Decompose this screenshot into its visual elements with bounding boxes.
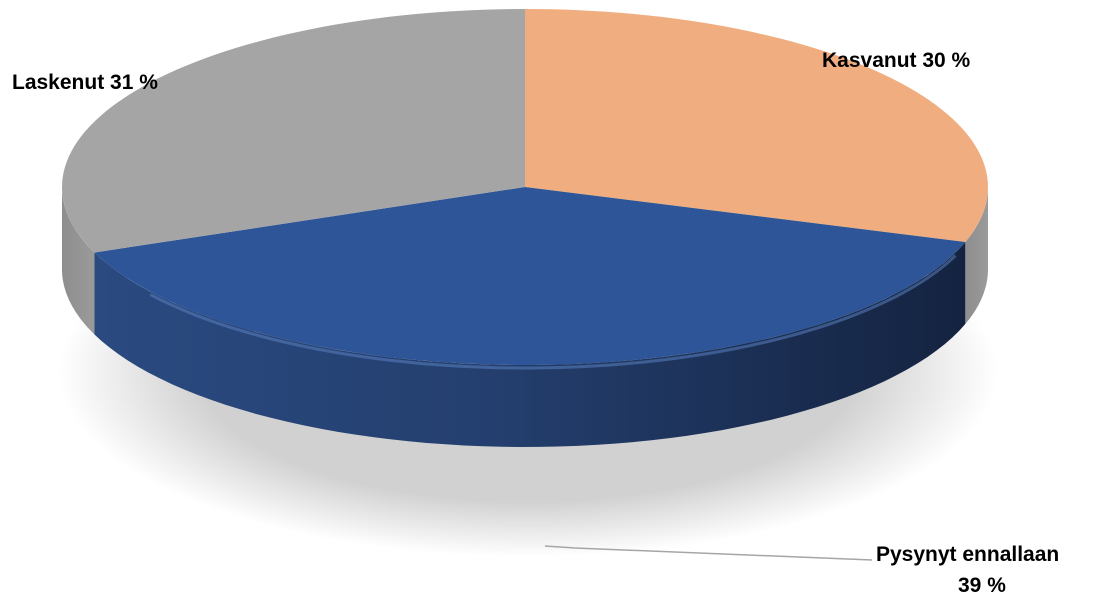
label-kasvanut: Kasvanut 30 % bbox=[822, 49, 971, 72]
label-pysynyt-value: 39 % bbox=[958, 574, 1006, 597]
pie-side-0 bbox=[965, 187, 988, 324]
pie-slice-laskenut bbox=[62, 9, 525, 253]
pie-sides bbox=[62, 187, 988, 447]
pie-side-1 bbox=[94, 242, 966, 447]
pie-slice-kasvanut bbox=[525, 9, 988, 242]
pysynyt-leader-line bbox=[544, 545, 873, 561]
label-pysynyt-name: Pysynyt ennallaan bbox=[876, 543, 1059, 566]
pie-slice-pysynyt-ennallaan bbox=[94, 187, 966, 365]
pie-side-2 bbox=[62, 187, 95, 335]
pie-slices bbox=[62, 9, 988, 370]
pie-rim-highlight bbox=[149, 254, 957, 370]
label-laskenut: Laskenut 31 % bbox=[12, 71, 158, 94]
